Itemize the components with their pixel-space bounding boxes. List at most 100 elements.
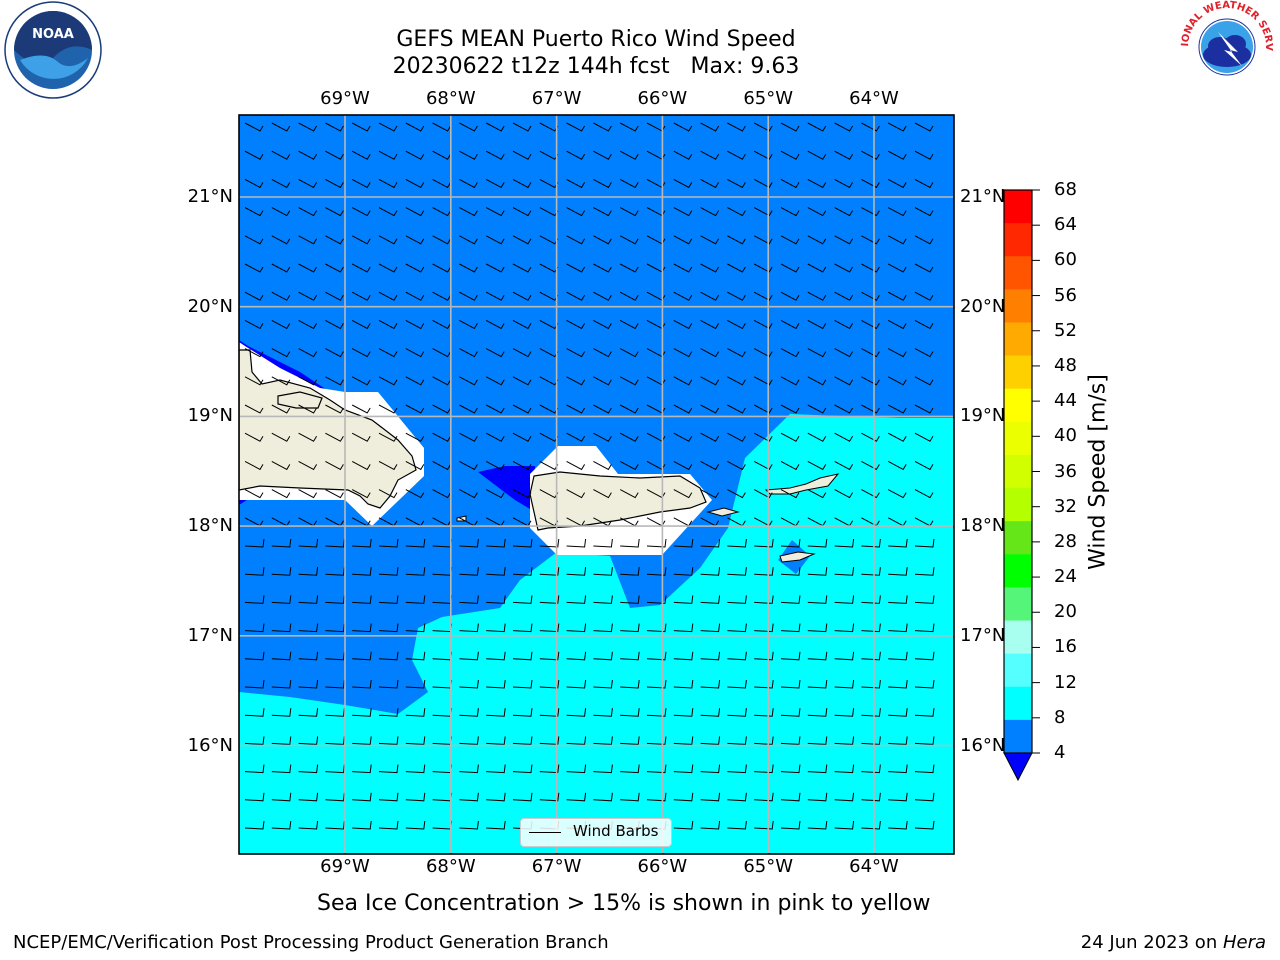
wind-barb (459, 348, 478, 358)
wind-barb (244, 404, 264, 414)
wind-barb (378, 404, 398, 414)
wind-barb (432, 404, 452, 414)
wind-barb (646, 736, 667, 745)
wind-barb (271, 764, 292, 774)
wind-barb (593, 404, 612, 414)
wind-barb (887, 122, 907, 132)
wind-barb (378, 263, 398, 273)
colorbar-tick-label: 48 (1054, 354, 1077, 376)
wind-barb (593, 460, 612, 471)
wind-barb (271, 736, 292, 745)
wind-barb (378, 122, 398, 132)
wind-barb (834, 623, 855, 633)
wind-barb (298, 595, 319, 604)
wind-barb (834, 679, 855, 689)
wind-barb (351, 460, 371, 471)
wind-barb (378, 348, 398, 358)
wind-barb (378, 651, 399, 661)
wind-barb (352, 567, 372, 576)
wind-barb (673, 348, 693, 358)
wind-barb (298, 122, 318, 132)
wind-barb (834, 235, 854, 245)
wind-barb (593, 764, 613, 774)
wind-barb (753, 263, 773, 273)
wind-barb (566, 538, 587, 548)
wind-barb (352, 820, 372, 830)
wind-barb (914, 651, 935, 661)
wind-barb (807, 595, 828, 604)
wind-barb (459, 291, 478, 301)
wind-barb (459, 736, 479, 745)
wind-barb (780, 207, 800, 217)
wind-barb (727, 489, 746, 499)
wind-barb (619, 263, 639, 273)
wind-barb (512, 263, 532, 273)
wind-barb (405, 595, 426, 604)
wind-barb (486, 820, 506, 830)
wind-barb (539, 764, 560, 774)
wind-barb (325, 178, 344, 189)
wind-barb (619, 348, 639, 358)
wind-barb (512, 291, 532, 301)
wind-barb (566, 122, 586, 132)
colorbar-segment (1004, 521, 1032, 555)
wind-barb (727, 623, 747, 633)
lon-label-bottom: 66°W (637, 856, 688, 877)
wind-barb (325, 460, 344, 471)
wind-barb (754, 595, 774, 604)
graticule (239, 115, 954, 854)
wind-barb (700, 122, 720, 132)
wind-barb (244, 460, 264, 471)
wind-barb (593, 623, 613, 633)
wind-barb (780, 348, 800, 358)
wind-barb (700, 538, 721, 548)
wind-barb (486, 623, 506, 633)
wind-barb (325, 404, 344, 414)
wind-barb (485, 489, 505, 499)
wind-barb (780, 404, 800, 414)
wind-barb (539, 567, 560, 576)
wind-barb (888, 792, 908, 802)
wind-barb (646, 651, 667, 661)
land-hispaniola (239, 349, 417, 509)
wind-barb (834, 736, 855, 745)
wind-barb (459, 235, 478, 245)
wind-barb (325, 319, 344, 330)
wind-barb (727, 178, 746, 189)
wind-barb (298, 567, 319, 576)
wind-barb (754, 679, 774, 689)
wind-barb (298, 263, 318, 273)
wind-barb (780, 150, 800, 160)
colorbar-segment (1004, 653, 1032, 688)
wind-barb (700, 820, 721, 830)
wind-barb (325, 207, 344, 217)
wind-barb (271, 348, 291, 358)
wind-barb (352, 679, 372, 689)
wind-barb (753, 404, 773, 414)
wind-barb (753, 291, 773, 301)
wind-barb (807, 460, 827, 471)
wind-barb (914, 538, 935, 548)
wind-barb (807, 820, 828, 830)
wind-barb (512, 235, 532, 245)
wind-barb (566, 708, 587, 717)
lat-label-left: 16°N (187, 734, 233, 756)
wind-barb (887, 460, 907, 471)
wind-barb (405, 178, 425, 189)
wind-barb (753, 348, 773, 358)
wind-barb (485, 404, 505, 414)
nws-logo: NATIONAL WEATHER SERVICE (1172, 0, 1274, 90)
wind-barb (727, 376, 746, 386)
wind-barb (646, 792, 667, 802)
wind-barb (619, 291, 639, 301)
wind-barb (888, 764, 908, 774)
wind-barb (780, 679, 801, 689)
wind-barb (700, 150, 720, 160)
wind-barb (727, 764, 747, 774)
wind-barb (727, 404, 746, 414)
wind-barb (620, 679, 640, 689)
wind-barb (378, 736, 399, 745)
wind-barb (351, 348, 371, 358)
wind-barb (673, 623, 694, 633)
wind-barb (727, 122, 746, 132)
